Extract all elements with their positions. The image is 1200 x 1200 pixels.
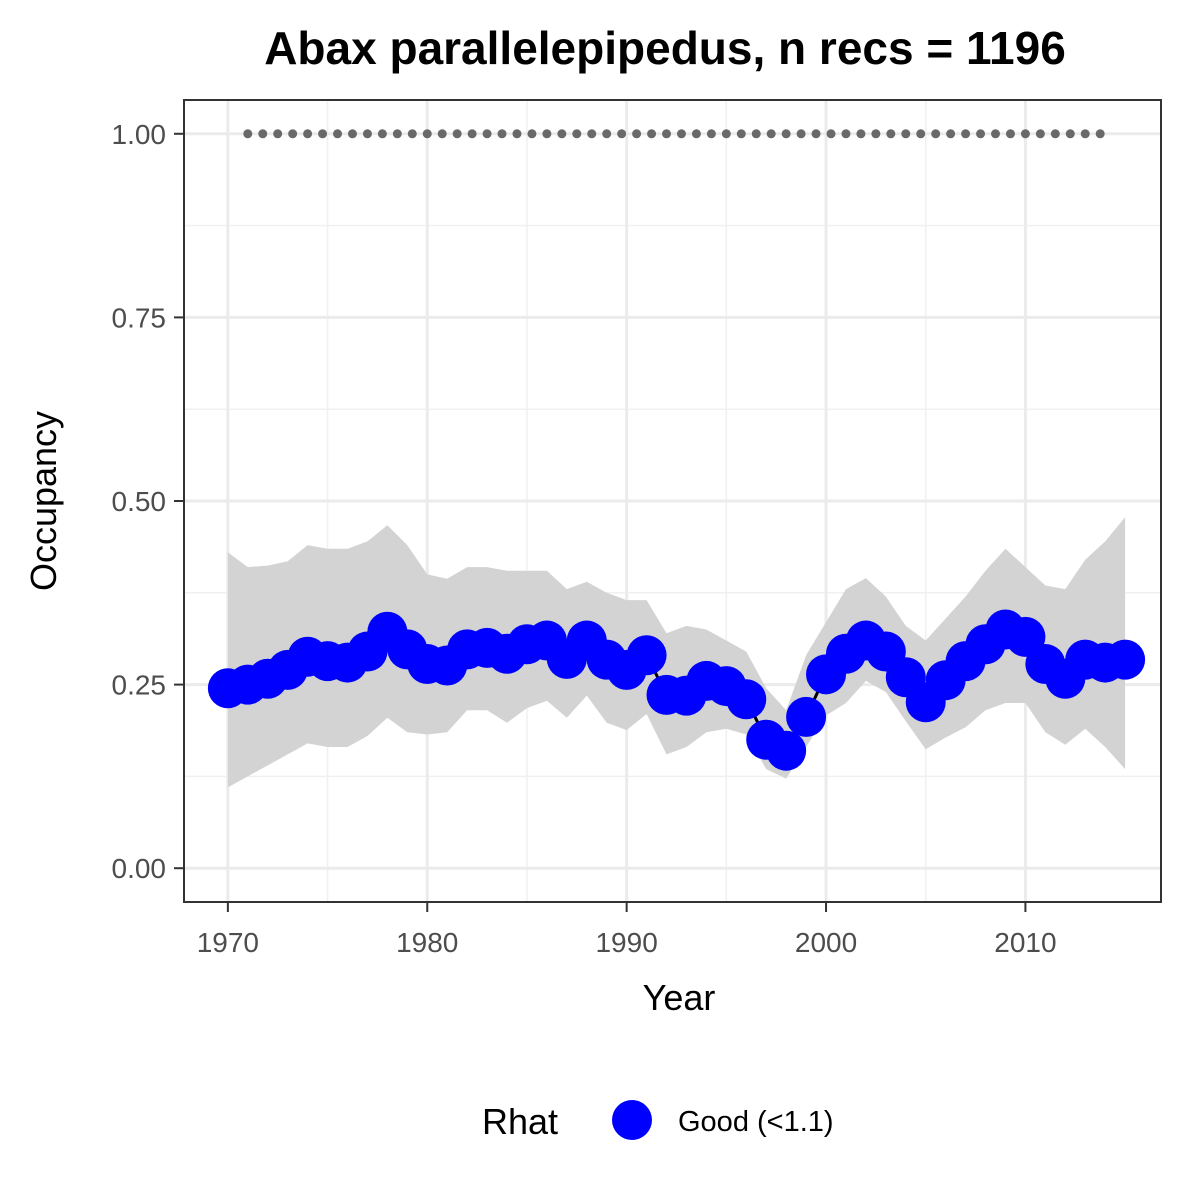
reference-dot bbox=[856, 129, 866, 139]
reference-dot bbox=[901, 129, 911, 139]
reference-dot bbox=[1050, 129, 1060, 139]
data-point bbox=[626, 635, 667, 676]
y-tick-label: 1.00 bbox=[112, 119, 167, 150]
reference-dot bbox=[946, 129, 956, 139]
reference-dot bbox=[512, 129, 522, 139]
reference-dot bbox=[542, 129, 552, 139]
reference-dot bbox=[527, 129, 537, 139]
reference-dot bbox=[751, 129, 761, 139]
reference-dot bbox=[691, 129, 701, 139]
reference-dot bbox=[422, 129, 432, 139]
reference-dot bbox=[482, 129, 492, 139]
reference-dot bbox=[617, 129, 627, 139]
reference-dot bbox=[676, 129, 686, 139]
y-axis-ticks: 0.00 0.25 0.50 0.75 1.00 bbox=[112, 119, 184, 884]
reference-dot bbox=[303, 129, 313, 139]
y-axis-title: Occupancy bbox=[23, 411, 64, 591]
y-tick-label: 0.50 bbox=[112, 486, 167, 517]
x-tick-label: 1980 bbox=[396, 927, 458, 958]
reference-dot bbox=[826, 129, 836, 139]
ribbon-layer bbox=[227, 517, 1126, 788]
x-tick-label: 1990 bbox=[595, 927, 657, 958]
x-tick-label: 2010 bbox=[994, 927, 1056, 958]
reference-dot bbox=[916, 129, 926, 139]
reference-dot bbox=[976, 129, 986, 139]
reference-dot bbox=[647, 129, 657, 139]
reference-dot bbox=[377, 129, 387, 139]
reference-dot bbox=[1020, 129, 1030, 139]
chart-title: Abax parallelepipedus, n recs = 1196 bbox=[264, 22, 1066, 74]
reference-dot bbox=[1095, 129, 1105, 139]
reference-dot bbox=[871, 129, 881, 139]
reference-dot bbox=[557, 129, 567, 139]
reference-dot bbox=[572, 129, 582, 139]
y-tick-label: 0.75 bbox=[112, 302, 167, 333]
x-axis-title: Year bbox=[643, 977, 716, 1018]
reference-dot bbox=[991, 129, 1001, 139]
reference-dot bbox=[362, 129, 372, 139]
reference-dot bbox=[706, 129, 716, 139]
reference-dot bbox=[736, 129, 746, 139]
reference-dot bbox=[662, 129, 672, 139]
reference-dot bbox=[258, 129, 268, 139]
reference-dot bbox=[243, 129, 253, 139]
legend-key-good bbox=[612, 1100, 652, 1140]
reference-dot bbox=[961, 129, 971, 139]
reference-dot bbox=[587, 129, 597, 139]
reference-dot bbox=[273, 129, 283, 139]
reference-dot bbox=[886, 129, 896, 139]
reference-dot bbox=[407, 129, 417, 139]
points-layer bbox=[207, 609, 1146, 771]
reference-dot bbox=[497, 129, 507, 139]
x-tick-label: 2000 bbox=[795, 927, 857, 958]
data-point bbox=[766, 730, 807, 771]
reference-dot bbox=[318, 129, 328, 139]
legend-label-good: Good (<1.1) bbox=[678, 1106, 834, 1138]
y-tick-label: 0.25 bbox=[112, 670, 167, 701]
legend: Rhat Good (<1.1) bbox=[482, 1100, 834, 1142]
reference-dot bbox=[1035, 129, 1045, 139]
reference-dot bbox=[632, 129, 642, 139]
reference-dot bbox=[392, 129, 402, 139]
x-axis-ticks: 1970 1980 1990 2000 2010 bbox=[197, 902, 1057, 958]
reference-dot bbox=[811, 129, 821, 139]
data-point bbox=[786, 696, 827, 737]
x-tick-label: 1970 bbox=[197, 927, 259, 958]
legend-title: Rhat bbox=[482, 1101, 558, 1142]
reference-dot bbox=[437, 129, 447, 139]
reference-dot bbox=[467, 129, 477, 139]
dotted-reference-layer bbox=[243, 129, 1105, 139]
reference-dot bbox=[1080, 129, 1090, 139]
y-tick-label: 0.00 bbox=[112, 853, 167, 884]
reference-dot bbox=[1065, 129, 1075, 139]
data-point bbox=[726, 679, 767, 720]
reference-dot bbox=[602, 129, 612, 139]
data-point bbox=[1105, 639, 1146, 680]
reference-dot bbox=[333, 129, 343, 139]
reference-dot bbox=[796, 129, 806, 139]
reference-dot bbox=[288, 129, 298, 139]
credible-interval-ribbon bbox=[227, 517, 1126, 788]
reference-dot bbox=[1005, 129, 1015, 139]
reference-dot bbox=[721, 129, 731, 139]
reference-dot bbox=[347, 129, 357, 139]
reference-dot bbox=[452, 129, 462, 139]
reference-dot bbox=[931, 129, 941, 139]
reference-dot bbox=[766, 129, 776, 139]
reference-dot bbox=[841, 129, 851, 139]
reference-dot bbox=[781, 129, 791, 139]
